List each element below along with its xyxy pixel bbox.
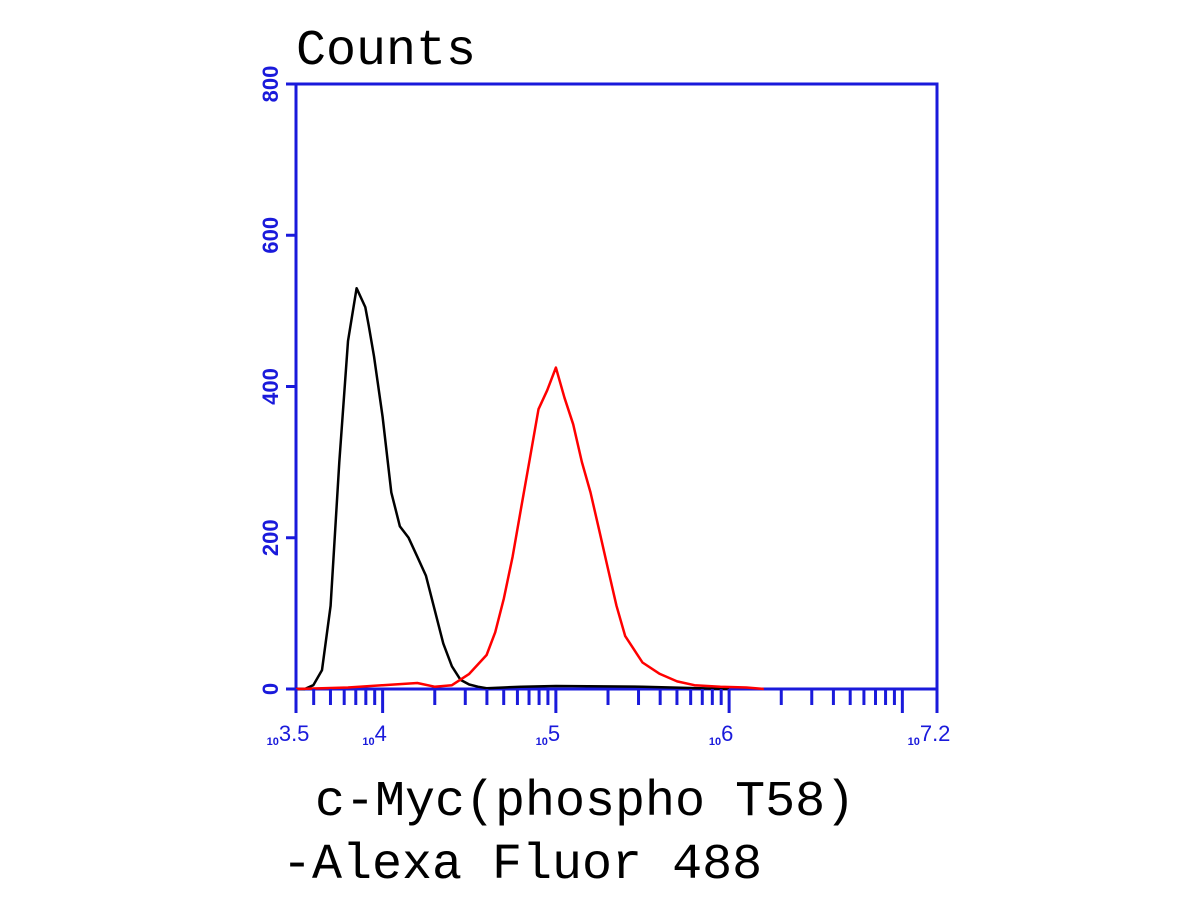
x-tick-exponent: 4 <box>375 721 387 746</box>
x-tick-base: 10 <box>709 736 721 748</box>
y-axis-title: Counts <box>296 23 476 80</box>
x-tick-label: 105 <box>536 721 561 748</box>
x-tick-base: 10 <box>267 736 279 748</box>
y-tick-label: 400 <box>258 368 283 405</box>
y-tick-label: 0 <box>258 683 283 695</box>
x-axis-title-line-1: c-Myc(phospho T58) <box>315 774 855 831</box>
x-axis-title-line-2: -Alexa Fluor 488 <box>282 837 762 894</box>
y-tick-label: 200 <box>258 519 283 556</box>
x-tick-label: 106 <box>709 721 734 748</box>
plot-frame <box>294 82 939 691</box>
histogram-series-sample <box>295 366 764 691</box>
x-tick-exponent: 6 <box>721 721 733 746</box>
x-tick-label: 104 <box>362 721 387 748</box>
x-tick-exponent: 5 <box>548 721 560 746</box>
x-tick-exponent: 7.2 <box>920 721 951 746</box>
x-tick-exponent: 3.5 <box>279 721 310 746</box>
x-tick-base: 10 <box>362 736 374 748</box>
y-tick-label: 600 <box>258 217 283 254</box>
series-group <box>295 286 764 691</box>
x-tick-label: 103.5 <box>267 721 310 748</box>
axes <box>294 82 939 691</box>
x-tick-base: 10 <box>908 736 920 748</box>
y-tick-label: 800 <box>258 66 283 103</box>
x-tick-base: 10 <box>536 736 548 748</box>
x-tick-label: 107.2 <box>908 721 951 748</box>
histogram-series-control <box>296 286 730 691</box>
